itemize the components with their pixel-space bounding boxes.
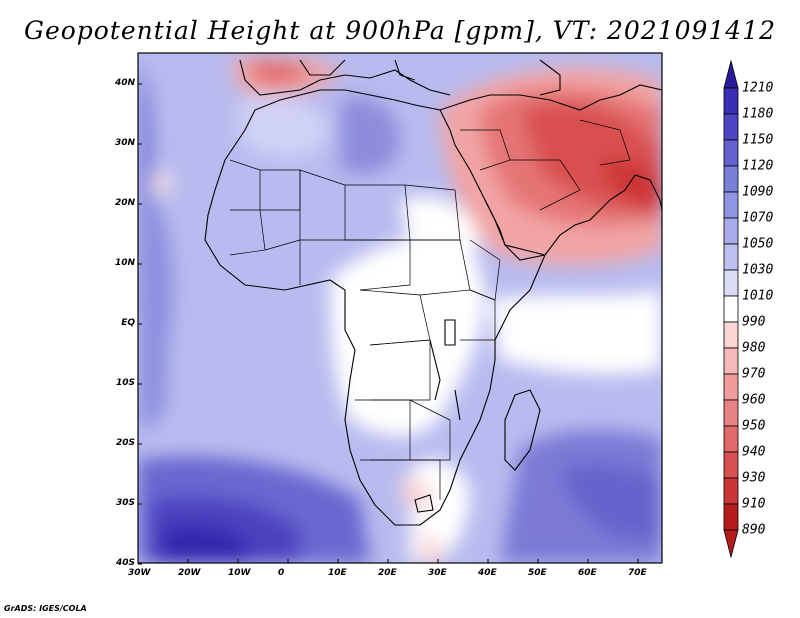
colorbar-label: 1210 bbox=[742, 80, 774, 96]
lon-label: 50E bbox=[528, 568, 547, 578]
lon-label: 60E bbox=[578, 568, 597, 578]
colorbar-label: 930 bbox=[742, 470, 766, 486]
colorbar-label: 980 bbox=[742, 340, 766, 356]
colorbar-swatch bbox=[723, 269, 739, 297]
colorbar-label: 950 bbox=[742, 418, 766, 434]
chart-title: Geopotential Height at 900hPa [gpm], VT:… bbox=[23, 16, 777, 45]
lat-label: EQ bbox=[121, 318, 135, 328]
lon-label: 0 bbox=[278, 568, 285, 578]
colorbar-swatch bbox=[723, 165, 739, 193]
lon-label: 30W bbox=[128, 568, 151, 578]
lat-label: 30S bbox=[115, 498, 135, 508]
colorbar-label: 910 bbox=[742, 496, 766, 512]
colorbar bbox=[723, 59, 739, 559]
lat-label: 10N bbox=[114, 258, 135, 268]
credit-text: GrADS: IGES/COLA bbox=[4, 604, 87, 613]
colorbar-label: 1090 bbox=[742, 184, 774, 200]
colorbar-label: 990 bbox=[742, 314, 766, 330]
lon-label: 40E bbox=[478, 568, 497, 578]
colorbar-swatch bbox=[723, 399, 739, 427]
colorbar-label: 1050 bbox=[742, 236, 774, 252]
lat-label: 40N bbox=[114, 78, 135, 88]
geopotential-field bbox=[138, 53, 662, 563]
lon-label: 30E bbox=[428, 568, 447, 578]
colorbar-label: 970 bbox=[742, 366, 766, 382]
colorbar-swatch bbox=[723, 113, 739, 141]
colorbar-label: 1150 bbox=[742, 132, 774, 148]
colorbar-swatch bbox=[723, 139, 739, 167]
country-borders bbox=[229, 119, 631, 500]
colorbar-label: 1010 bbox=[742, 288, 774, 304]
colorbar-label: 1070 bbox=[742, 210, 774, 226]
colorbar-label: 960 bbox=[742, 392, 766, 408]
lon-label: 20E bbox=[378, 568, 397, 578]
lat-label: 40S bbox=[115, 558, 135, 568]
colorbar-swatch bbox=[723, 295, 739, 323]
coastlines bbox=[204, 59, 662, 526]
colorbar-max-arrow bbox=[723, 59, 739, 89]
colorbar-swatch bbox=[723, 347, 739, 375]
colorbar-label: 1180 bbox=[742, 106, 774, 122]
colorbar-swatch bbox=[723, 503, 739, 531]
colorbar-label: 1120 bbox=[742, 158, 774, 174]
colorbar-label: 940 bbox=[742, 444, 766, 460]
lon-label: 70E bbox=[628, 568, 647, 578]
axis-ticks bbox=[137, 83, 639, 565]
lat-label: 30N bbox=[114, 138, 135, 148]
lat-label: 20N bbox=[114, 198, 135, 208]
lat-label: 10S bbox=[115, 378, 135, 388]
lon-label: 10W bbox=[228, 568, 251, 578]
lon-label: 20W bbox=[178, 568, 201, 578]
colorbar-swatch bbox=[723, 191, 739, 219]
colorbar-label: 890 bbox=[742, 522, 766, 538]
colorbar-swatch bbox=[723, 243, 739, 271]
colorbar-swatch bbox=[723, 451, 739, 479]
lat-label: 20S bbox=[115, 438, 135, 448]
colorbar-swatch bbox=[723, 321, 739, 349]
colorbar-swatch bbox=[723, 87, 739, 115]
colorbar-swatch bbox=[723, 217, 739, 245]
colorbar-label: 1030 bbox=[742, 262, 774, 278]
colorbar-min-arrow bbox=[723, 529, 739, 559]
lon-label: 10E bbox=[328, 568, 347, 578]
colorbar-swatch bbox=[723, 373, 739, 401]
map-frame bbox=[137, 52, 663, 564]
colorbar-swatch bbox=[723, 425, 739, 453]
colorbar-swatch bbox=[723, 477, 739, 505]
